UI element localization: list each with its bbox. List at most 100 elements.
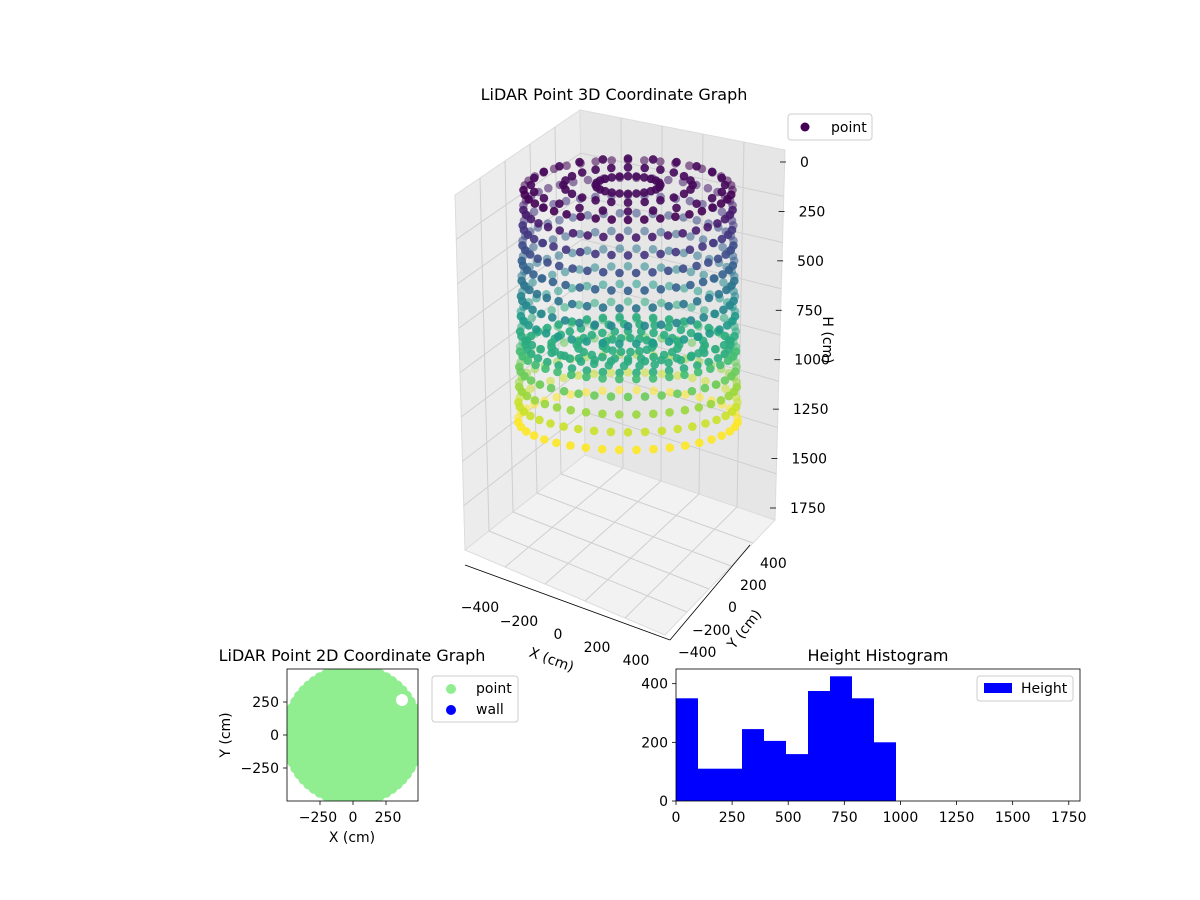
point-3d [561, 196, 571, 206]
y-tick: 0 [728, 600, 737, 616]
x-tick: 0 [672, 810, 681, 826]
point-3d [656, 320, 666, 330]
point-3d [561, 280, 570, 290]
y-axis-line [669, 544, 751, 641]
point-3d [567, 317, 577, 326]
point-3d [554, 251, 564, 260]
point-3d [665, 443, 675, 453]
point-3d [615, 374, 624, 384]
point-3d [687, 351, 696, 361]
point-3d [543, 222, 553, 232]
y-tick: 0 [659, 794, 668, 810]
point-3d [581, 408, 591, 417]
point-3d [664, 211, 673, 220]
point-3d [549, 242, 558, 251]
point-3d [725, 301, 735, 310]
point-3d [700, 348, 709, 358]
point-3d [559, 422, 568, 431]
point-3d [554, 286, 563, 296]
point-3d [607, 173, 617, 182]
point-3d [640, 163, 649, 173]
point-3d [648, 303, 657, 312]
point-3d [663, 231, 673, 240]
point-3d [648, 155, 658, 164]
y-tick: 0 [270, 728, 279, 744]
point-3d [713, 219, 722, 228]
point-3d [598, 386, 607, 396]
point-3d [532, 325, 541, 334]
point-3d [693, 361, 702, 370]
point-3d [582, 315, 592, 324]
point-3d [656, 285, 666, 294]
point-3d [685, 245, 695, 254]
point-3d [664, 315, 674, 324]
x-tick: 1000 [883, 810, 919, 826]
point-3d [607, 215, 616, 224]
point-3d [639, 188, 649, 197]
point-2d [291, 673, 415, 797]
point-3d [623, 368, 633, 377]
point-3d [577, 193, 587, 202]
grid-line [560, 473, 754, 544]
histogram-title: Height Histogram [808, 646, 949, 665]
histogram-frame [675, 668, 1081, 802]
point-3d [555, 226, 564, 235]
point-3d [698, 242, 707, 251]
point-3d [539, 203, 548, 212]
point-3d [724, 265, 734, 275]
pane-floor [464, 454, 776, 636]
point-3d [672, 318, 681, 328]
point-3d [672, 354, 682, 363]
point-3d [722, 321, 732, 330]
point-3d [632, 312, 641, 322]
point-3d [713, 354, 723, 363]
point-3d [561, 176, 570, 185]
z-tick: 1250 [793, 402, 829, 418]
point-3d [536, 344, 545, 354]
point-3d [615, 312, 624, 322]
point-3d [598, 303, 608, 312]
point-3d [640, 156, 649, 165]
point-3d [599, 232, 608, 242]
point-3d [535, 415, 544, 425]
point-3d [673, 389, 682, 399]
point-3d [718, 270, 727, 279]
point-3d [673, 371, 682, 380]
z-tick: 0 [800, 155, 809, 171]
point-3d [623, 198, 633, 207]
point-3d [623, 189, 633, 199]
point-3d [678, 264, 688, 274]
point-3d [583, 231, 592, 240]
point-3d [655, 178, 664, 187]
point-3d [590, 355, 599, 365]
point-3d [623, 207, 633, 216]
legend-marker-point [446, 684, 456, 694]
point-3d [546, 383, 556, 393]
grid-line [736, 141, 745, 508]
legend-marker [800, 122, 810, 132]
point-3d [671, 247, 681, 257]
point-3d [523, 356, 533, 366]
point-3d [632, 385, 642, 395]
point-3d [526, 384, 535, 394]
point-3d [526, 214, 536, 224]
point-3d [719, 340, 729, 350]
x-tick: −400 [461, 600, 499, 616]
point-3d [530, 396, 540, 405]
point-3d [631, 268, 641, 278]
point-3d [607, 163, 616, 173]
point-3d [583, 175, 593, 185]
point-3d [614, 445, 624, 455]
point-3d [679, 317, 689, 326]
grid-line [488, 530, 688, 613]
point-3d [649, 328, 658, 338]
point-3d [527, 340, 537, 350]
scatter2d-y-label: Y (cm) [218, 712, 234, 758]
scatter2d-title: LiDAR Point 2D Coordinate Graph [219, 646, 486, 665]
point-3d [534, 219, 543, 228]
point-3d [574, 389, 583, 399]
histogram-y-ticks: 0 200 400 [641, 677, 676, 810]
point-3d [680, 405, 690, 415]
point-3d [719, 305, 728, 315]
